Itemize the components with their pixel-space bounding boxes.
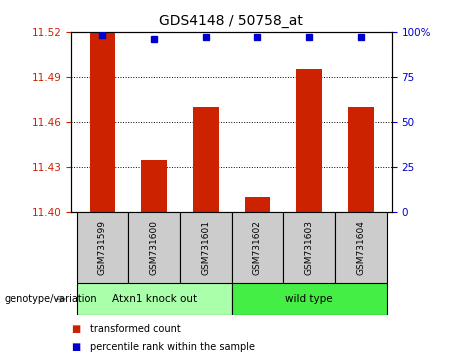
Text: ■: ■ <box>71 342 81 352</box>
Bar <box>348 107 374 212</box>
Bar <box>77 212 128 283</box>
Bar <box>335 212 387 283</box>
Text: ■: ■ <box>71 324 81 334</box>
Text: genotype/variation: genotype/variation <box>5 294 97 304</box>
Bar <box>141 160 167 212</box>
Bar <box>128 212 180 283</box>
Text: GSM731602: GSM731602 <box>253 220 262 275</box>
Text: GSM731604: GSM731604 <box>356 220 366 275</box>
Bar <box>89 32 115 212</box>
Bar <box>77 283 231 315</box>
Text: wild type: wild type <box>285 294 333 304</box>
Text: GSM731603: GSM731603 <box>305 220 313 275</box>
Text: GDS4148 / 50758_at: GDS4148 / 50758_at <box>159 14 302 28</box>
Text: transformed count: transformed count <box>90 324 181 334</box>
Bar <box>284 212 335 283</box>
Text: percentile rank within the sample: percentile rank within the sample <box>90 342 255 352</box>
Bar <box>245 198 271 212</box>
Bar <box>231 283 387 315</box>
Text: Atxn1 knock out: Atxn1 knock out <box>112 294 197 304</box>
Text: GSM731600: GSM731600 <box>150 220 159 275</box>
Text: GSM731601: GSM731601 <box>201 220 210 275</box>
Bar <box>193 107 219 212</box>
Bar <box>180 212 231 283</box>
Text: GSM731599: GSM731599 <box>98 220 107 275</box>
Bar <box>231 212 284 283</box>
Bar <box>296 69 322 212</box>
